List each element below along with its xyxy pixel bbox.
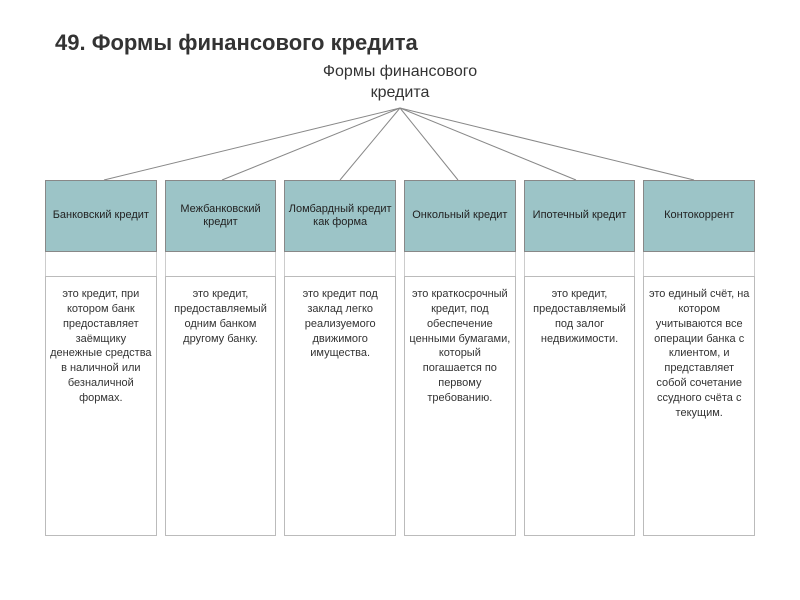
column: Межбанковский кредит это кредит, предоста… (165, 180, 277, 536)
column-body: это кредит, предоставляемый под залог не… (524, 276, 636, 536)
column-header: Ипотечный кредит (524, 180, 636, 252)
column-header: Ломбардный кредит как форма (284, 180, 396, 252)
column-body: это кредит, предоставляемый одним банком… (165, 276, 277, 536)
columns-container: Банковский кредит это кредит, при котором… (45, 180, 755, 536)
subtitle: Формы финансовогокредита (0, 62, 800, 104)
column-gap (643, 252, 755, 276)
column-header: Банковский кредит (45, 180, 157, 252)
column: Ипотечный кредит это кредит, предоставляе… (524, 180, 636, 536)
column-gap (284, 252, 396, 276)
column-body: это краткосрочный кредит, под обеспечени… (404, 276, 516, 536)
column-gap (404, 252, 516, 276)
column-header: Онкольный кредит (404, 180, 516, 252)
column-header: Межбанковский кредит (165, 180, 277, 252)
column: Онкольный кредит это краткосрочный кредит… (404, 180, 516, 536)
column-gap (165, 252, 277, 276)
column-body: это кредит, при котором банк предоставля… (45, 276, 157, 536)
column-gap (45, 252, 157, 276)
column-body: это кредит под заклад легко реализуемого… (284, 276, 396, 536)
page-title: 49. Формы финансового кредита (55, 30, 418, 56)
column-gap (524, 252, 636, 276)
column: Ломбардный кредит как форма это кредит по… (284, 180, 396, 536)
column-header: Контокоррент (643, 180, 755, 252)
column: Банковский кредит это кредит, при котором… (45, 180, 157, 536)
column: Контокоррент это единый счёт, на котором … (643, 180, 755, 536)
column-body: это единый счёт, на котором учитываются … (643, 276, 755, 536)
